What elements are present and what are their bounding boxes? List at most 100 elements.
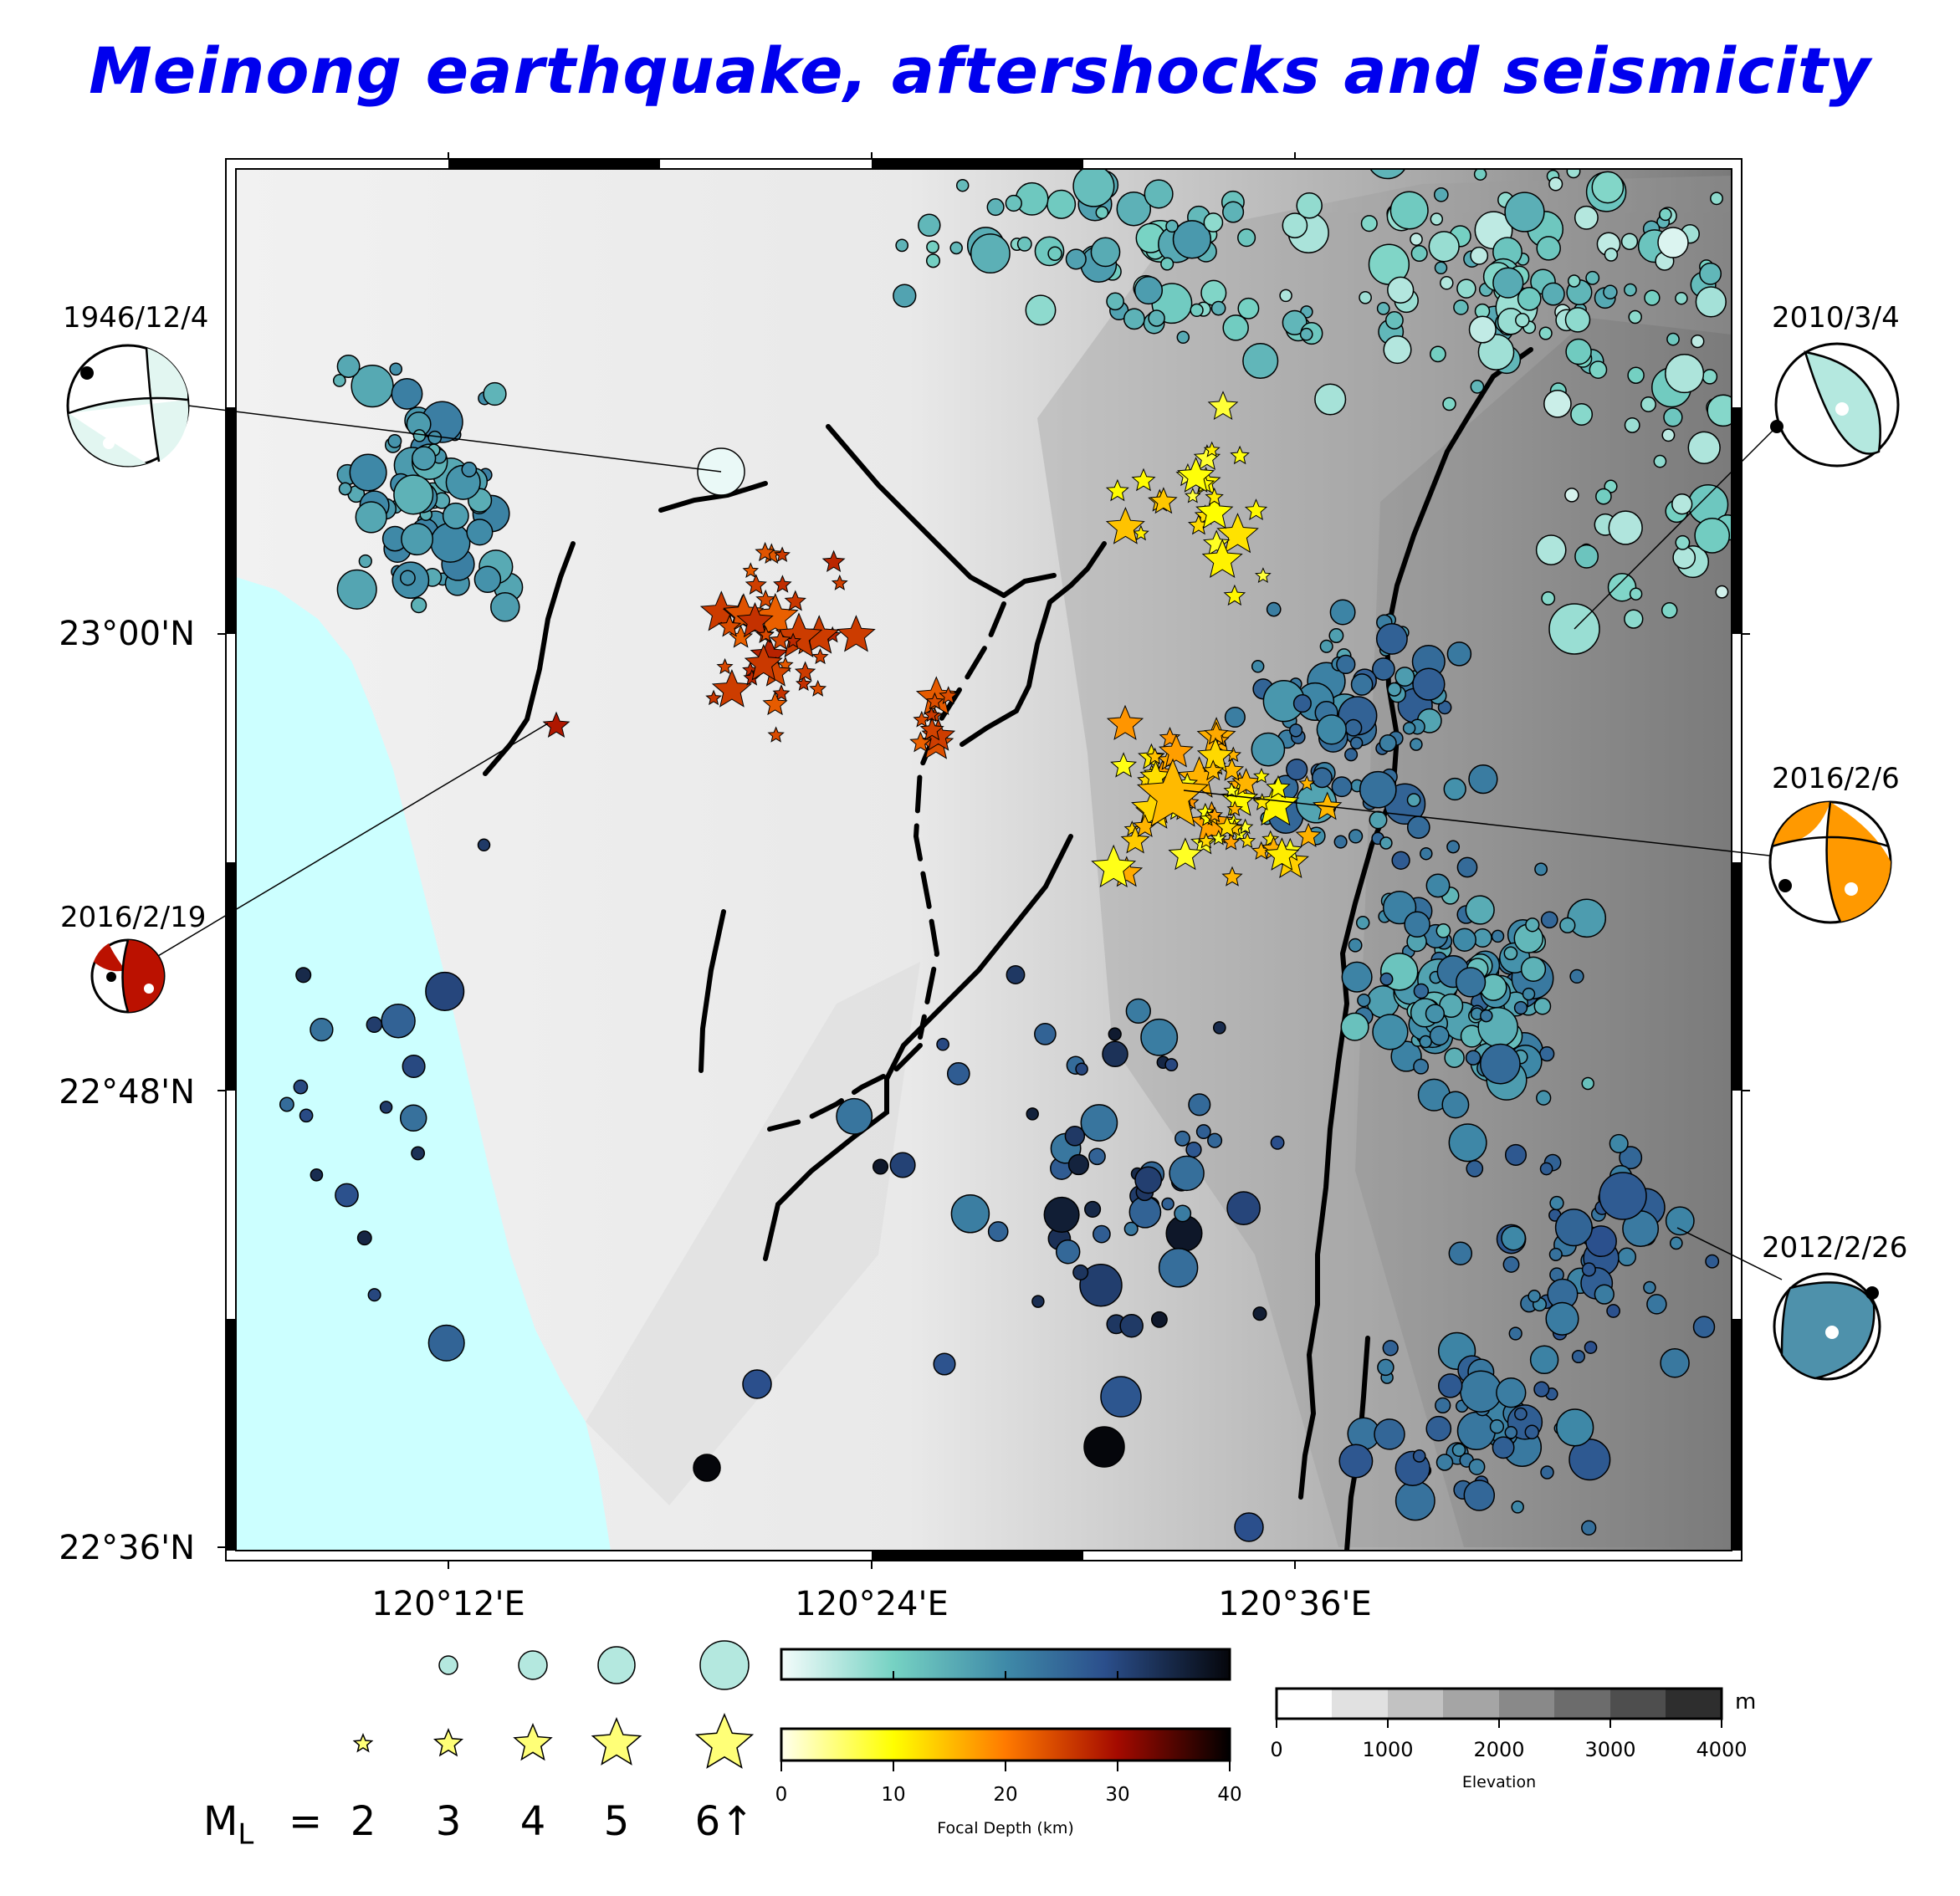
- aftershock-event: [1253, 767, 1270, 784]
- seismicity-event: [1093, 1224, 1111, 1244]
- seismicity-event: [925, 253, 941, 268]
- seismicity-event: [1319, 639, 1333, 653]
- lon-label-120-36: 120°36'E: [1218, 1585, 1372, 1623]
- seismicity-event: [1540, 911, 1558, 929]
- elevation-tick-1000: 1000: [1362, 1738, 1414, 1761]
- seismicity-event: [461, 462, 478, 478]
- seismicity-event: [1644, 289, 1661, 306]
- seismicity-event: [1468, 764, 1498, 795]
- seismicity-event: [1212, 1020, 1226, 1035]
- seismicity-event: [955, 178, 970, 192]
- elevation-unit: m: [1735, 1689, 1757, 1715]
- elevation-colorbar-title: Elevation: [1461, 1773, 1537, 1791]
- seismicity-event: [293, 1079, 309, 1095]
- magnitude-value-6-up: 6↑: [694, 1798, 755, 1845]
- seismicity-event: [1234, 1512, 1264, 1542]
- legend-star-magnitude: [432, 1728, 464, 1757]
- seismicity-event: [299, 1108, 314, 1123]
- seismicity-event: [1379, 972, 1394, 986]
- seismicity-event: [1437, 1373, 1463, 1398]
- legend-star-magnitude: [591, 1717, 642, 1766]
- seismicity-event: [1508, 1326, 1522, 1341]
- elevation-tick-0: 0: [1270, 1738, 1283, 1761]
- seismicity-event: [1489, 1419, 1505, 1434]
- seismicity-event: [1538, 326, 1553, 340]
- seismicity-event: [1569, 968, 1584, 984]
- aftershock-event: [1205, 487, 1224, 506]
- seismicity-event: [1430, 212, 1444, 226]
- map-frame: [217, 152, 1750, 1569]
- seismicity-event: [356, 1230, 372, 1246]
- seismicity-event: [1331, 776, 1353, 798]
- seismicity-event: [379, 1101, 393, 1114]
- seismicity-event: [1585, 270, 1600, 285]
- seismicity-event: [1443, 777, 1466, 801]
- aftershock-event: [1251, 779, 1300, 826]
- legend-star-magnitude: [694, 1713, 755, 1769]
- seismicity-event: [693, 1454, 721, 1482]
- aftershock-event: [775, 612, 823, 658]
- seismicity-event: [1533, 1381, 1550, 1398]
- seismicity-event: [1224, 706, 1246, 728]
- aftershock-event: [1195, 493, 1234, 529]
- aftershock-event: [1105, 506, 1145, 544]
- aftershock-event: [919, 717, 944, 741]
- event-date-2010: 2010/3/4: [1772, 301, 1900, 335]
- seismicity-event: [1005, 194, 1022, 212]
- seismicity-event: [1627, 366, 1645, 384]
- seismicity-event: [1536, 1090, 1552, 1106]
- legend-star-magnitude: [352, 1733, 374, 1753]
- seismicity-event: [425, 971, 465, 1011]
- seismicity-event: [473, 565, 502, 594]
- seismicity-event: [1589, 360, 1608, 379]
- seismicity-event: [1522, 987, 1536, 1001]
- seismicity-event: [1540, 1465, 1554, 1479]
- seismicity-event: [1391, 851, 1410, 870]
- seismicity-event: [893, 284, 917, 308]
- seismicity-event: [1691, 334, 1705, 349]
- aftershock-event: [769, 629, 791, 650]
- seismicity-event: [1581, 1076, 1594, 1091]
- seismicity-event: [1624, 417, 1640, 433]
- seismicity-event: [1410, 233, 1423, 246]
- seismicity-event: [391, 377, 423, 410]
- legend-circle-magnitude: [699, 1640, 750, 1690]
- seismicity-event: [1640, 396, 1656, 412]
- seismicity-event: [1172, 220, 1212, 259]
- seismicity-event: [1311, 767, 1333, 789]
- aftershock-event: [1226, 800, 1243, 816]
- seismicity-event: [1619, 1146, 1643, 1170]
- aftershock-event: [762, 691, 788, 716]
- seismicity-event: [1025, 294, 1057, 326]
- seismicity-event: [1470, 380, 1485, 394]
- seismicity-event: [1492, 267, 1524, 299]
- seismicity-event: [1372, 657, 1395, 681]
- seismicity-event: [1134, 1166, 1163, 1194]
- seismicity-event: [1164, 1058, 1179, 1072]
- seismicity-event: [358, 554, 372, 569]
- fault-lines: [483, 347, 1533, 1551]
- aftershock-event: [1221, 832, 1241, 851]
- seismicity-event: [1675, 534, 1691, 550]
- seismicity-event: [1377, 1358, 1395, 1377]
- aftershock-event: [1120, 825, 1150, 854]
- seismicity-event: [1360, 215, 1378, 233]
- seismicity-event: [1628, 309, 1642, 325]
- seismicity-event: [1501, 1225, 1527, 1251]
- seismicity-event: [1226, 1191, 1261, 1225]
- seismicity-event: [1480, 1043, 1521, 1085]
- seismicity-event: [466, 519, 494, 546]
- seismicity-event: [1359, 770, 1397, 809]
- magnitude-subscript: L: [238, 1817, 254, 1852]
- seismicity-event: [1123, 1221, 1139, 1236]
- seismicity-event: [1379, 836, 1393, 850]
- seismicity-event: [1581, 1262, 1596, 1277]
- seismicity-event: [970, 233, 1011, 274]
- beachball-2016-2-6: [1768, 800, 1892, 924]
- seismicity-event: [1348, 829, 1364, 844]
- map-title: Meinong earthquake, aftershocks and seis…: [89, 33, 1871, 108]
- seismicity-event: [279, 1096, 294, 1112]
- aftershock-event: [1158, 733, 1194, 768]
- aftershock-events: [542, 391, 1343, 888]
- seismicity-event: [442, 502, 469, 529]
